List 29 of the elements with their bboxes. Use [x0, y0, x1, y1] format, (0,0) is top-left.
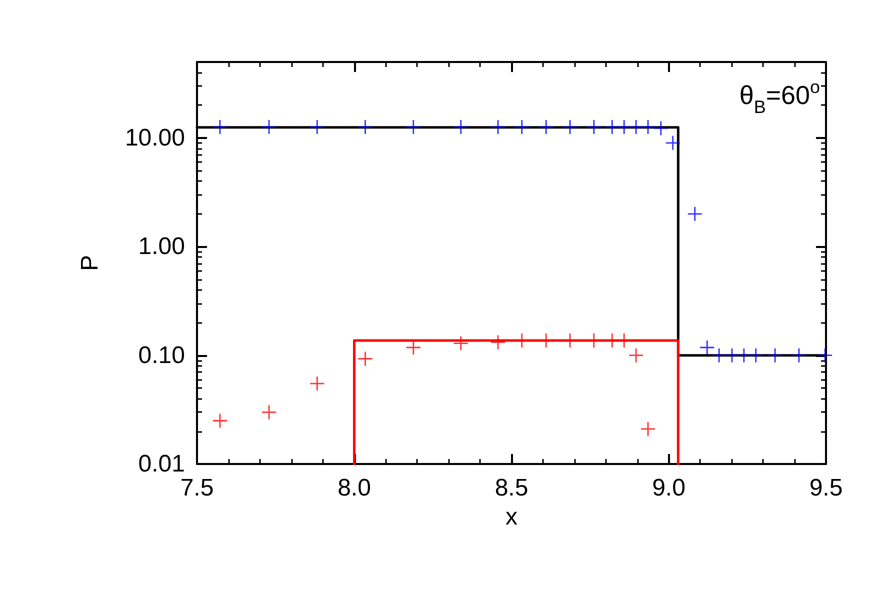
y-tick-label: 1.00: [138, 233, 185, 260]
y-tick-label: 0.10: [138, 342, 185, 369]
point: [654, 121, 668, 136]
point: [688, 206, 702, 221]
point: [406, 120, 420, 134]
point: [666, 136, 680, 150]
y-tick-label: 0.01: [138, 450, 185, 478]
point: [736, 348, 751, 362]
point: [514, 120, 529, 134]
point: [539, 120, 554, 134]
point: [454, 336, 468, 350]
point: [454, 120, 468, 134]
point: [586, 120, 601, 134]
x-axis-title: x: [506, 503, 518, 530]
point: [358, 120, 372, 134]
x-tick-label: 9.5: [809, 474, 843, 502]
point: [712, 348, 726, 362]
point: [768, 348, 782, 362]
point: [605, 120, 620, 134]
y-axis-title: P: [76, 254, 104, 272]
point: [358, 352, 372, 366]
point: [310, 120, 324, 134]
x-tick-label: 8.5: [494, 474, 528, 502]
x-tick-label: 9.0: [652, 474, 686, 502]
point: [748, 348, 763, 362]
y-tick-label: 10.00: [124, 124, 185, 152]
point: [617, 120, 632, 134]
x-tick-label: 8.0: [338, 474, 371, 502]
x-tick-label: 7.5: [180, 474, 214, 502]
